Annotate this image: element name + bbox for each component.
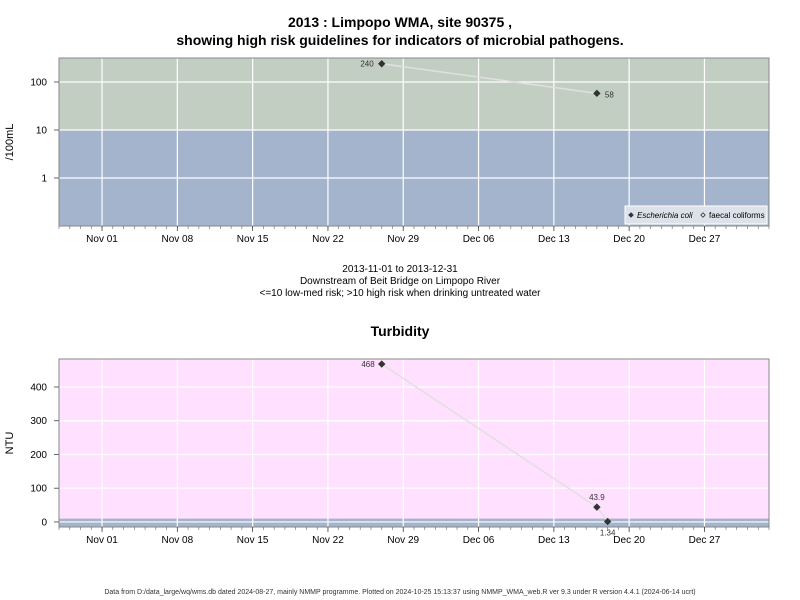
turbidity-x-tick-label: Nov 01	[86, 535, 118, 546]
turbidity-point-label: 43.9	[589, 493, 605, 502]
microbial-legend-box	[624, 205, 768, 225]
microbial-y-tick-label: 10	[36, 125, 48, 136]
microbial-legend-marker	[628, 212, 634, 218]
turbidity-y-tick-label: 400	[30, 383, 47, 394]
microbial-point-label: 240	[360, 60, 374, 69]
turbidity-band-1	[59, 359, 769, 519]
turbidity-x-tick-label: Nov 08	[161, 535, 193, 546]
chart-title-line-1: 2013 : Limpopo WMA, site 90375 ,	[287, 14, 513, 30]
turbidity-band-0	[59, 518, 769, 527]
turbidity-point	[378, 360, 386, 368]
date-range-text: 2013-11-01 to 2013-12-31	[342, 264, 458, 275]
microbial-x-tick-label: Dec 06	[463, 234, 495, 245]
microbial-y-tick-label: 100	[30, 77, 47, 88]
turbidity-point	[603, 517, 612, 526]
turbidity-y-tick-label: 100	[30, 484, 47, 495]
turbidity-x-tick-label: Nov 15	[237, 535, 269, 546]
microbial-x-tick-label: Nov 08	[161, 234, 193, 245]
risk-guideline-text: <=10 low-med risk; >10 high risk when dr…	[259, 288, 541, 299]
microbial-legend-label: Escherichia coli	[637, 211, 693, 220]
microbial-x-tick-label: Dec 20	[613, 234, 645, 245]
microbial-y-axis-label: /100mL	[4, 124, 16, 161]
microbial-x-tick-label: Dec 27	[689, 234, 721, 245]
microbial-x-tick-label: Nov 29	[387, 234, 419, 245]
microbial-point	[378, 60, 386, 68]
turbidity-point-label: 1.34	[600, 528, 616, 537]
microbial-chart: Nov 01 Nov 08 Nov 15 Nov 22 Nov 29 Dec 06 Dec …	[4, 57, 770, 245]
turbidity-x-tick-label: Dec 27	[689, 535, 721, 546]
turbidity-x-tick-label: Dec 13	[538, 535, 570, 546]
footer-note: Data from D:/data_large/wq/wms.db dated …	[104, 589, 696, 596]
microbial-series-line	[381, 62, 597, 95]
microbial-point-label: 58	[605, 90, 614, 99]
turbidity-point-label: 468	[361, 360, 375, 369]
chart-title-line-2: showing high risk guidelines for indicat…	[176, 32, 624, 48]
microbial-x-tick-label: Nov 01	[86, 234, 118, 245]
turbidity-y-tick-label: 300	[30, 416, 47, 427]
microbial-x-tick-label: Nov 15	[237, 234, 269, 245]
turbidity-x-tick-label: Nov 29	[387, 535, 419, 546]
location-text: Downstream of Beit Bridge on Limpopo Riv…	[299, 276, 501, 287]
microbial-point	[593, 89, 601, 98]
turbidity-point	[593, 503, 601, 511]
turbidity-x-tick-label: Dec 20	[613, 535, 645, 546]
turbidity-x-tick-label: Nov 22	[312, 535, 344, 546]
microbial-y-tick-label: 1	[41, 173, 47, 184]
microbial-x-tick-label: Nov 22	[312, 234, 344, 245]
turbidity-y-tick-label: 200	[30, 450, 47, 461]
microbial-legend-label: faecal coliforms	[709, 211, 765, 220]
microbial-legend-marker	[700, 212, 706, 218]
turbidity-x-tick-label: Dec 06	[463, 535, 495, 546]
turbidity-chart: Nov 01 Nov 08 Nov 15 Nov 22 Nov 29 Dec 06 Dec …	[4, 323, 770, 546]
turbidity-y-tick-label: 0	[41, 517, 47, 528]
turbidity-y-axis-label: NTU	[4, 432, 16, 455]
microbial-x-tick-label: Dec 13	[538, 234, 570, 245]
turbidity-title: Turbidity	[371, 323, 430, 339]
